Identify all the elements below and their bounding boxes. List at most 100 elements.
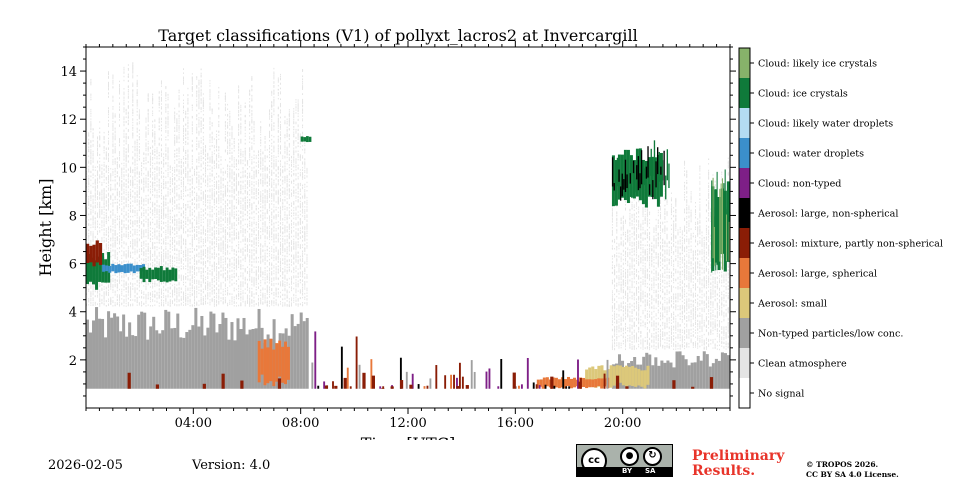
clean-atmosphere-speckle	[169, 212, 171, 215]
clean-atmosphere-speckle	[112, 213, 114, 215]
clean-atmosphere-speckle	[147, 222, 149, 224]
clean-atmosphere-speckle	[154, 124, 156, 126]
clean-atmosphere-speckle	[127, 294, 129, 296]
clean-atmosphere-speckle	[108, 176, 109, 179]
clean-atmosphere-speckle	[160, 129, 162, 132]
clean-atmosphere-speckle	[88, 161, 90, 164]
clean-atmosphere-speckle	[114, 170, 116, 172]
clean-atmosphere-speckle	[132, 112, 134, 114]
clean-atmosphere-speckle	[160, 261, 162, 263]
clean-atmosphere-speckle	[90, 157, 92, 160]
clean-atmosphere-speckle	[152, 157, 154, 159]
clean-atmosphere-speckle	[138, 129, 140, 132]
clean-atmosphere-speckle	[90, 146, 92, 148]
clean-atmosphere-speckle	[97, 150, 98, 152]
clean-atmosphere-speckle	[167, 223, 169, 226]
clean-atmosphere-speckle	[167, 149, 169, 152]
clean-atmosphere-speckle	[180, 173, 182, 176]
clean-atmosphere-speckle	[160, 175, 162, 177]
clean-atmosphere-speckle	[88, 304, 90, 306]
clean-atmosphere-speckle	[147, 171, 149, 173]
clean-atmosphere-speckle	[163, 208, 165, 210]
clean-atmosphere-speckle	[160, 233, 162, 236]
clean-atmosphere-speckle	[94, 224, 96, 226]
clean-atmosphere-speckle	[154, 216, 156, 219]
non-typed-layer	[92, 320, 96, 389]
clean-atmosphere-speckle	[145, 231, 147, 234]
non-typed-layer	[215, 332, 219, 389]
non-typed-layer	[146, 339, 150, 389]
clean-atmosphere-speckle	[147, 173, 149, 175]
clean-atmosphere-speckle	[176, 130, 178, 132]
clean-atmosphere-speckle	[101, 281, 103, 284]
clean-atmosphere-speckle	[119, 260, 121, 262]
clean-atmosphere-speckle	[108, 169, 109, 172]
clean-atmosphere-speckle	[105, 164, 107, 167]
clean-atmosphere-speckle	[105, 178, 107, 181]
clean-atmosphere-speckle	[167, 202, 169, 204]
clean-atmosphere-speckle	[90, 94, 92, 96]
clean-atmosphere-speckle	[121, 244, 123, 247]
clean-atmosphere-speckle	[134, 228, 136, 231]
clean-atmosphere-speckle	[132, 119, 134, 121]
clean-atmosphere-speckle	[125, 169, 127, 172]
clean-atmosphere-speckle	[136, 195, 138, 198]
clean-atmosphere-speckle	[163, 207, 165, 210]
clean-atmosphere-speckle	[132, 304, 134, 307]
clean-atmosphere-speckle	[112, 249, 114, 251]
clean-atmosphere-speckle	[99, 223, 101, 226]
clean-atmosphere-speckle	[185, 110, 187, 113]
clean-atmosphere-speckle	[149, 207, 151, 209]
clean-atmosphere-speckle	[138, 220, 140, 222]
clean-atmosphere-speckle	[138, 304, 140, 306]
clean-atmosphere-speckle	[108, 180, 109, 183]
clean-atmosphere-speckle	[165, 207, 167, 209]
clean-atmosphere-speckle	[99, 131, 101, 133]
clean-atmosphere-speckle	[156, 189, 158, 192]
clean-atmosphere-speckle	[127, 286, 129, 288]
clean-atmosphere-speckle	[134, 192, 136, 194]
clean-atmosphere-speckle	[145, 183, 147, 185]
clean-atmosphere-speckle	[152, 203, 154, 205]
clean-atmosphere-speckle	[178, 304, 180, 307]
clean-atmosphere-speckle	[94, 196, 96, 199]
clean-atmosphere-speckle	[92, 209, 94, 211]
clean-atmosphere-speckle	[130, 222, 132, 224]
clean-atmosphere-speckle	[149, 211, 151, 214]
clean-atmosphere-speckle	[167, 287, 169, 289]
clean-atmosphere-speckle	[163, 166, 165, 168]
clean-atmosphere-speckle	[136, 130, 138, 132]
clean-atmosphere-speckle	[156, 147, 158, 149]
clean-atmosphere-speckle	[143, 223, 145, 225]
clean-atmosphere-speckle	[127, 75, 129, 78]
clean-atmosphere-speckle	[136, 304, 138, 306]
clean-atmosphere-speckle	[183, 281, 184, 284]
clean-atmosphere-speckle	[160, 239, 162, 241]
clean-atmosphere-speckle	[112, 244, 114, 246]
clean-atmosphere-speckle	[121, 209, 123, 212]
clean-atmosphere-speckle	[156, 210, 158, 212]
clean-atmosphere-speckle	[152, 150, 154, 152]
clean-atmosphere-speckle	[123, 121, 125, 123]
clean-atmosphere-speckle	[121, 284, 123, 287]
clean-atmosphere-speckle	[178, 240, 180, 242]
clean-atmosphere-speckle	[183, 297, 184, 299]
clean-atmosphere-speckle	[178, 244, 180, 246]
clean-atmosphere-speckle	[152, 185, 154, 187]
clean-atmosphere-speckle	[119, 247, 121, 249]
clean-atmosphere-speckle	[183, 275, 184, 277]
clean-atmosphere-speckle	[158, 281, 160, 284]
clean-atmosphere-speckle	[158, 151, 160, 154]
clean-atmosphere-speckle	[145, 203, 147, 206]
clean-atmosphere-speckle	[176, 297, 178, 299]
clean-atmosphere-speckle	[149, 157, 151, 159]
clean-atmosphere-speckle	[90, 118, 92, 120]
clean-atmosphere-speckle	[147, 250, 149, 253]
clean-atmosphere-speckle	[180, 164, 182, 167]
clean-atmosphere-speckle	[145, 250, 147, 253]
clean-atmosphere-speckle	[165, 265, 167, 268]
clean-atmosphere-speckle	[132, 151, 134, 153]
clean-atmosphere-speckle	[167, 255, 169, 257]
clean-atmosphere-speckle	[149, 155, 151, 157]
clean-atmosphere-speckle	[143, 234, 145, 236]
